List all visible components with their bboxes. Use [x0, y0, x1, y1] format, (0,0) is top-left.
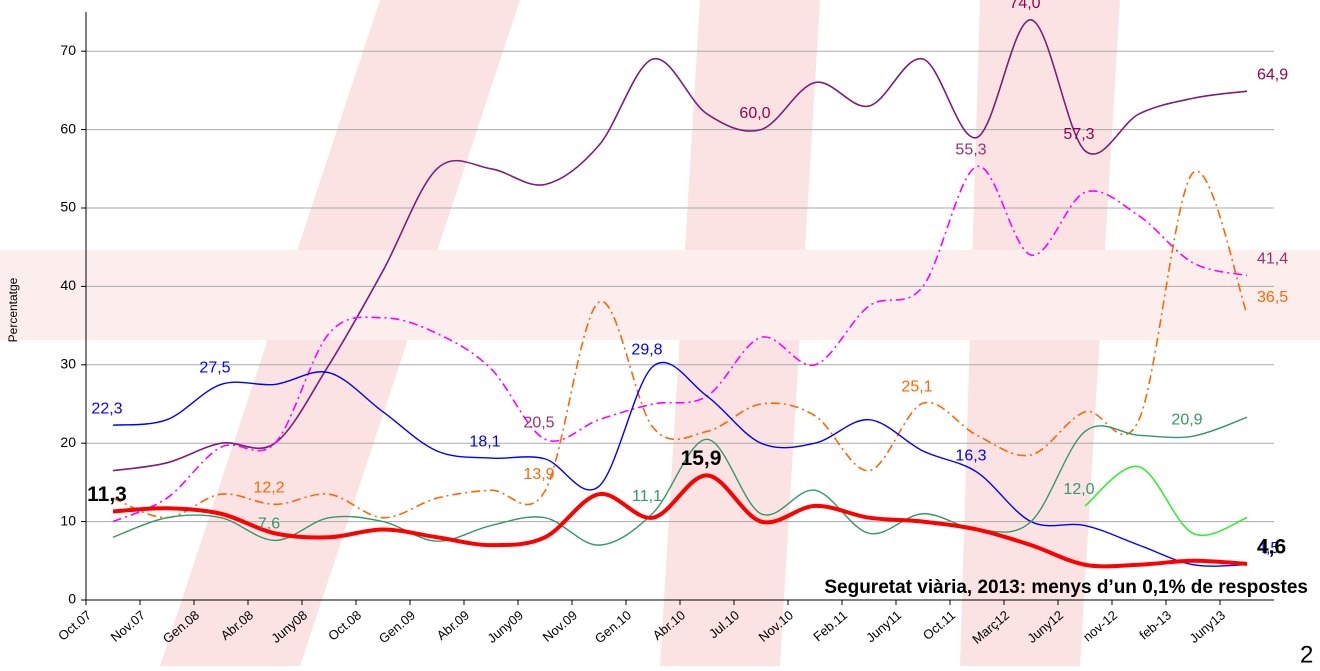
x-tick-label: Oct.08 — [325, 607, 364, 643]
y-tick-label: 40 — [60, 277, 76, 293]
series-line — [112, 361, 1248, 567]
x-tick-label: Nov.07 — [108, 607, 148, 644]
x-tick-label: Juny11 — [863, 607, 904, 645]
x-tick-label: Feb.11 — [810, 607, 850, 644]
series-line — [112, 473, 1248, 569]
y-tick-label: 60 — [60, 120, 76, 136]
series-line — [112, 19, 1248, 472]
data-label: 7,6 — [258, 516, 280, 533]
data-label: 29,8 — [631, 342, 662, 359]
data-label: 13,9 — [523, 466, 554, 483]
x-tick-label: Gen.10 — [592, 607, 634, 646]
data-label: 74,0 — [1009, 0, 1040, 12]
data-label: 20,9 — [1171, 411, 1202, 428]
annotation: Seguretat viària, 2013: menys d’un 0,1% … — [824, 577, 1308, 598]
data-label: 18,1 — [469, 433, 500, 450]
x-tick-label: Abr.09 — [434, 607, 472, 643]
data-label: 12,0 — [1063, 481, 1094, 498]
data-label: 55,3 — [955, 142, 986, 159]
y-tick-label: 10 — [60, 512, 76, 528]
data-label: 22,3 — [91, 400, 122, 417]
data-label: 60,0 — [739, 105, 770, 122]
data-label: 20,5 — [523, 414, 554, 431]
y-tick-label: 50 — [60, 199, 76, 215]
data-label: 27,5 — [199, 360, 230, 377]
y-tick-label: 20 — [60, 434, 76, 450]
data-label: 41,4 — [1257, 251, 1288, 268]
data-label: 15,9 — [681, 447, 722, 470]
data-label: 64,9 — [1257, 66, 1288, 83]
data-label: 16,3 — [955, 447, 986, 464]
x-tick-label: Juny09 — [484, 607, 526, 645]
data-label: 57,3 — [1063, 126, 1094, 143]
x-tick-label: Oct.07 — [55, 607, 94, 643]
x-tick-label: Oct.11 — [920, 607, 958, 642]
data-label: 11,1 — [632, 488, 662, 505]
y-tick-label: 70 — [60, 42, 76, 58]
series-line — [1084, 465, 1248, 537]
x-tick-label: nov-12 — [1080, 607, 1120, 644]
y-tick-label: 0 — [68, 591, 76, 607]
data-label: 36,5 — [1257, 289, 1288, 306]
y-tick-label: 30 — [60, 356, 76, 372]
x-tick-label: feb-13 — [1136, 607, 1174, 642]
x-tick-label: Gen.09 — [376, 607, 418, 646]
page-number: 2 — [1300, 641, 1313, 666]
data-label: 11,3 — [87, 483, 127, 506]
data-label: 4,5 — [1257, 540, 1279, 557]
y-axis-label: Percentatge — [6, 277, 20, 342]
data-label: 12,2 — [253, 480, 284, 497]
data-label: 25,1 — [901, 378, 932, 395]
series-line — [112, 416, 1248, 546]
x-tick-label: Nov.09 — [540, 607, 580, 644]
data-label: 4,6 — [1257, 535, 1286, 558]
x-tick-label: Juny13 — [1186, 607, 1228, 645]
